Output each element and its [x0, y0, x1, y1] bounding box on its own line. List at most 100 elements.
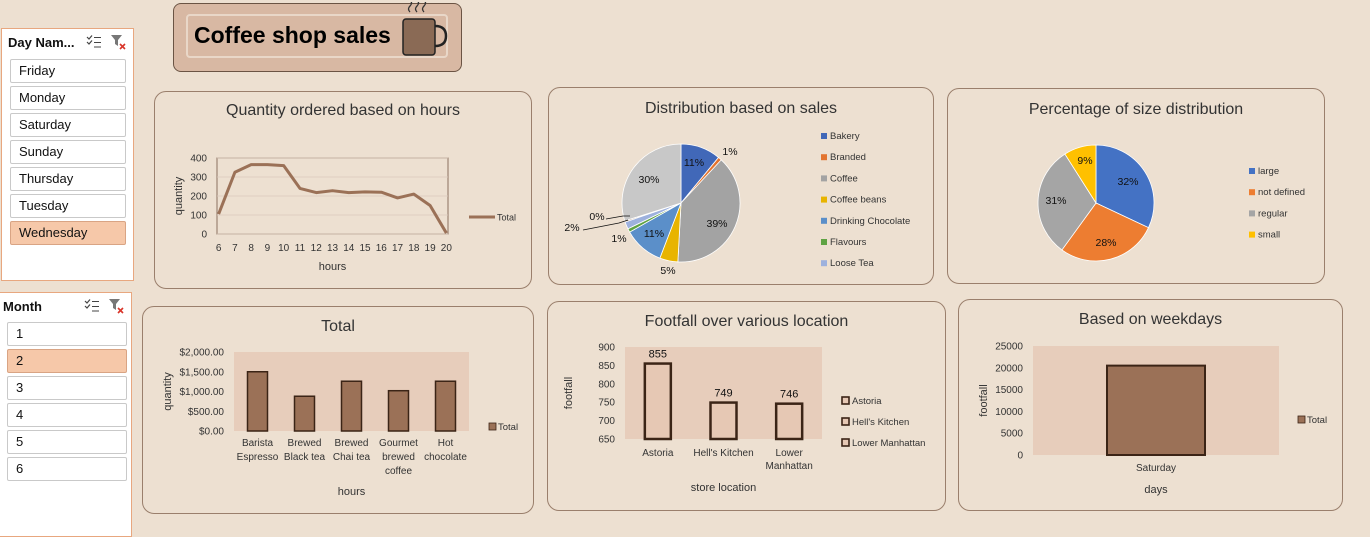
y-tick-label: 5000 — [1001, 429, 1024, 440]
weekdays-chart-panel: Based on weekdays 0 5000 10000 15000 20000 25… — [958, 299, 1343, 511]
pie-slice — [621, 143, 682, 222]
y-axis-label: quantity — [162, 372, 174, 411]
bar — [709, 401, 738, 441]
page-title: Coffee shop sales — [194, 22, 391, 48]
y-axis-label: quantity — [173, 176, 185, 215]
total-chart-panel: Total $0.00 $500.00 $1,000.00 $1,500.00 $2,0… — [142, 306, 534, 514]
y-tick-label: 200 — [190, 192, 207, 203]
month-slicer-title: Month — [3, 298, 42, 314]
slicer-item[interactable]: 2 — [7, 349, 127, 373]
x-tick-label: Hell's Kitchen — [693, 448, 753, 459]
x-tick-label: 18 — [408, 243, 420, 254]
chart-title: Quantity ordered based on hours — [226, 102, 460, 119]
slicer-item[interactable]: Friday — [10, 59, 126, 83]
y-tick-label: 10000 — [995, 407, 1023, 418]
legend-label: large — [1258, 166, 1279, 177]
slicer-item[interactable]: 5 — [7, 430, 127, 454]
x-tick-label: 6 — [216, 243, 222, 254]
slicer-item[interactable]: Saturday — [10, 113, 126, 137]
legend-label: Hell's Kitchen — [852, 417, 909, 428]
bar — [293, 395, 316, 432]
x-tick-label: 17 — [392, 243, 404, 254]
legend-swatch — [841, 417, 850, 426]
hours-chart-panel: Quantity ordered based on hours 0 100 200 3… — [154, 91, 532, 289]
slicer-item[interactable]: Wednesday — [10, 221, 126, 245]
month-slicer-header: Month — [0, 293, 131, 319]
month-slicer: Month 1 2 3 4 5 6 — [0, 292, 132, 537]
x-tick-label: 11 — [295, 243, 306, 254]
slicer-item[interactable]: Monday — [10, 86, 126, 110]
y-tick-label: 0 — [201, 230, 207, 241]
data-label: 31% — [1045, 195, 1066, 207]
slicer-item[interactable]: Tuesday — [10, 194, 126, 218]
legend-swatch — [1249, 210, 1255, 217]
x-axis-label: hours — [319, 261, 347, 273]
clear-filter-icon[interactable] — [109, 33, 127, 51]
slicer-item[interactable]: 4 — [7, 403, 127, 427]
multi-select-icon[interactable] — [83, 297, 101, 315]
x-tick-label: 12 — [311, 243, 323, 254]
legend-swatch — [1297, 415, 1306, 424]
series-line-total — [217, 163, 448, 234]
y-tick-label: 400 — [190, 154, 207, 165]
legend-swatch — [841, 438, 850, 447]
slicer-item[interactable]: Sunday — [10, 140, 126, 164]
pie-slice — [1061, 202, 1150, 262]
multi-select-icon[interactable] — [85, 33, 103, 51]
legend-swatch — [821, 196, 827, 203]
slicer-item[interactable]: 6 — [7, 457, 127, 481]
legend-swatch — [488, 422, 497, 431]
x-tick-label: 13 — [327, 243, 339, 254]
slicer-item[interactable]: 3 — [7, 376, 127, 400]
legend-label: Total — [1307, 415, 1327, 426]
data-label: 30% — [638, 174, 659, 186]
y-axis-label: footfall — [978, 384, 990, 416]
legend-label: Drinking Chocolate — [830, 216, 910, 227]
slicer-item[interactable]: Thursday — [10, 167, 126, 191]
legend-label: Coffee — [830, 173, 858, 184]
size-pie-chart: 32% 28% 31% 9% large not defined regular small — [1037, 144, 1305, 262]
x-tick-label: 15 — [359, 243, 371, 254]
x-tick-label: 19 — [425, 243, 437, 254]
x-tick-label: Brewed — [288, 438, 322, 449]
y-axis-label: footfall — [563, 377, 575, 409]
clear-filter-icon[interactable] — [107, 297, 125, 315]
day-name-slicer: Day Nam... Friday Monday Saturday Sunday Thu… — [1, 28, 134, 281]
slicer-item[interactable]: 1 — [7, 322, 127, 346]
pie-slice — [1037, 153, 1097, 251]
x-tick-label: Manhattan — [766, 461, 813, 472]
x-tick-label: 16 — [376, 243, 388, 254]
data-label: 28% — [1095, 237, 1116, 249]
y-tick-label: 800 — [598, 379, 615, 390]
legend-swatch — [821, 217, 827, 224]
weekdays-bar-chart: 0 5000 10000 15000 20000 25000 Saturday days foo… — [978, 342, 1327, 497]
legend-swatch — [1249, 168, 1255, 174]
chart-title: Percentage of size distribution — [1028, 101, 1244, 118]
legend-label: Astoria — [852, 396, 882, 407]
x-tick-label: 10 — [278, 243, 290, 254]
legend-label: Flavours — [830, 237, 867, 248]
bar — [340, 380, 363, 432]
y-tick-label: $1,000.00 — [180, 387, 225, 398]
data-label: 0% — [589, 211, 604, 223]
sales-distribution-panel: Distribution based on sales 11% 1% 39% 5% 11… — [548, 87, 934, 285]
y-tick-label: 0 — [1017, 451, 1023, 462]
legend-label: Total — [497, 213, 516, 223]
legend-swatch — [821, 239, 827, 245]
legend-label: Branded — [830, 152, 866, 163]
bar — [1106, 364, 1206, 456]
data-label: 32% — [1117, 176, 1138, 188]
data-label: 749 — [714, 388, 732, 400]
x-tick-label: Brewed — [335, 438, 369, 449]
y-tick-label: $500.00 — [188, 407, 225, 418]
legend-swatch — [821, 260, 827, 267]
bar — [434, 380, 457, 432]
bar — [387, 389, 410, 432]
legend-label: Lower Manhattan — [852, 438, 925, 449]
legend-swatch — [821, 154, 827, 161]
bar — [774, 402, 804, 441]
x-tick-label: coffee — [385, 466, 412, 477]
data-label: 1% — [722, 146, 737, 158]
coffee-cup-icon — [402, 2, 448, 56]
chart-title: Distribution based on sales — [644, 100, 838, 117]
